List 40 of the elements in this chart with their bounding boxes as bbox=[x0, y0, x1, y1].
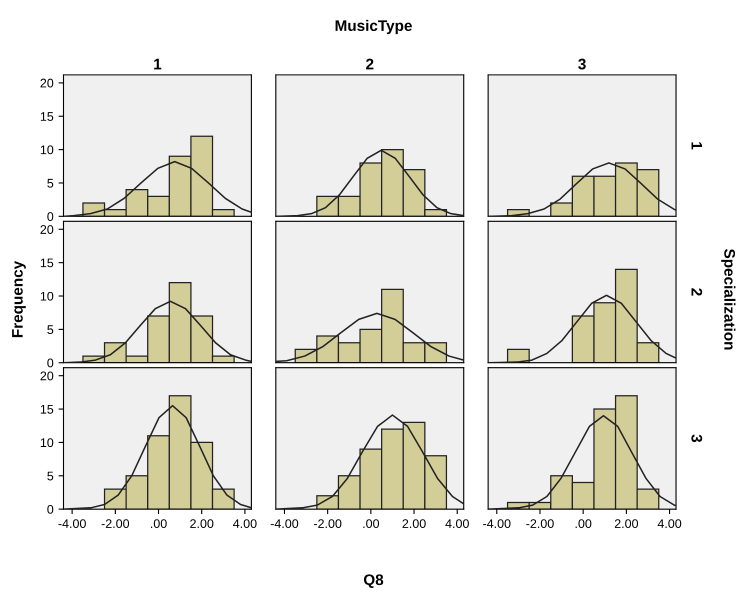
y-tick-label: 10 bbox=[40, 438, 54, 448]
x-tick-label: 2.00 bbox=[190, 519, 214, 528]
x-tick-label: 4.00 bbox=[233, 519, 257, 528]
chart-title: 1 bbox=[154, 58, 162, 70]
x-tick-label: 4.00 bbox=[658, 519, 682, 528]
y2-axis-title: 1 bbox=[692, 142, 702, 150]
y-tick-label: 5 bbox=[47, 178, 54, 188]
y-tick-label: 20 bbox=[40, 78, 54, 88]
x-tick-label: -4.00 bbox=[483, 519, 511, 528]
y-tick-label: 20 bbox=[40, 372, 54, 380]
x-axis-title: Q8 bbox=[364, 574, 384, 588]
y-tick-label: 5 bbox=[47, 325, 54, 334]
x-tick-label: .00 bbox=[576, 519, 592, 528]
y2-axis-title: 2 bbox=[692, 288, 702, 296]
y-tick-label: 0 bbox=[47, 358, 54, 368]
x-tick-label: .00 bbox=[150, 519, 167, 528]
x-tick-label: 2.00 bbox=[614, 519, 638, 528]
y2-axis-title: 3 bbox=[691, 434, 702, 442]
y-tick-label: 20 bbox=[40, 225, 54, 234]
y-tick-label: 0 bbox=[47, 212, 54, 221]
y-tick-label: 15 bbox=[40, 258, 54, 268]
x-tick-label: 4.00 bbox=[445, 519, 469, 528]
y-tick-label: 5 bbox=[47, 472, 54, 480]
y-tick-label: 0 bbox=[47, 504, 54, 514]
y-tick-label: 15 bbox=[40, 112, 54, 121]
x-tick-label: .00 bbox=[363, 519, 380, 528]
x-tick-label: -2.00 bbox=[102, 519, 130, 528]
y-tick-label: 10 bbox=[40, 145, 54, 154]
chart-title: 3 bbox=[578, 58, 586, 70]
x-tick-label: -4.00 bbox=[58, 519, 86, 528]
x-tick-label: -4.00 bbox=[270, 519, 298, 528]
chart-title: 2 bbox=[366, 58, 374, 70]
x-tick-label: 2.00 bbox=[402, 519, 426, 528]
y-tick-label: 15 bbox=[40, 404, 54, 414]
x-tick-label: -2.00 bbox=[314, 519, 342, 528]
y-axis-title: Frequency bbox=[12, 260, 26, 338]
y-tick-label: 10 bbox=[40, 292, 54, 301]
text: Specialization bbox=[721, 249, 736, 350]
x-tick-label: -2.00 bbox=[526, 519, 554, 528]
text: MusicType bbox=[336, 20, 412, 34]
